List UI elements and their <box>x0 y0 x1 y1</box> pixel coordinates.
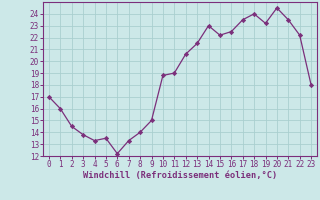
X-axis label: Windchill (Refroidissement éolien,°C): Windchill (Refroidissement éolien,°C) <box>83 171 277 180</box>
